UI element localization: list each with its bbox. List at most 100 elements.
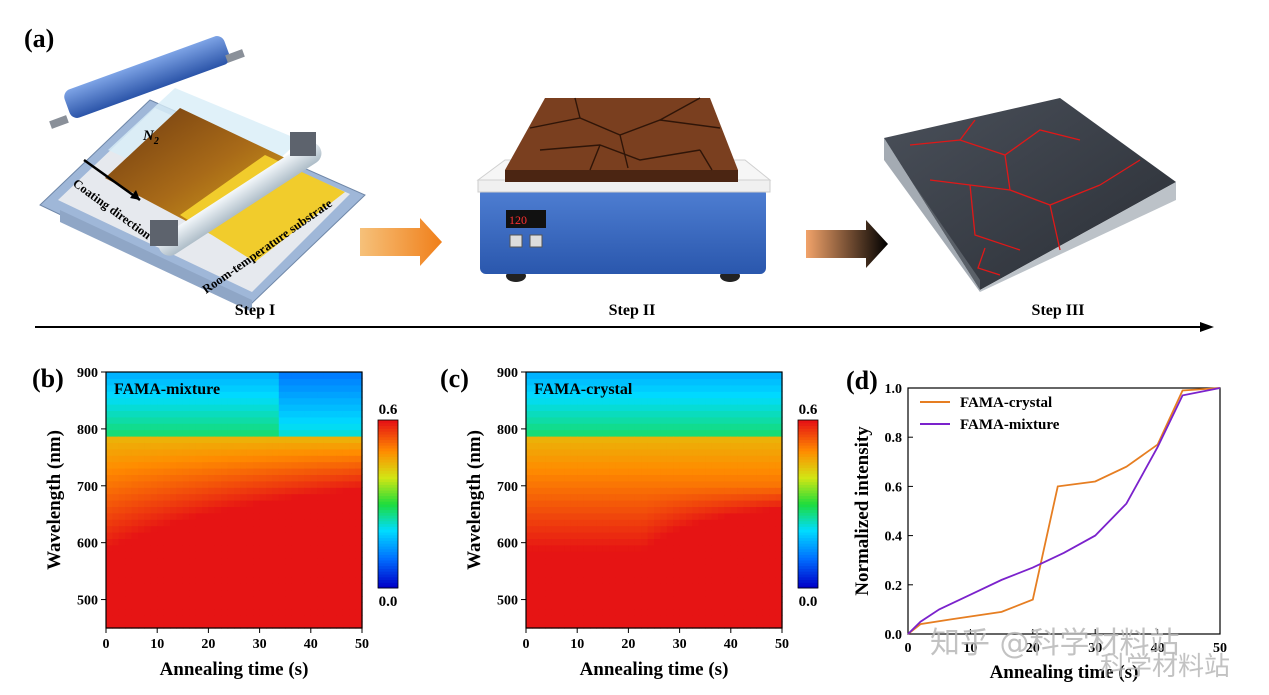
heatmap-cell <box>195 455 203 463</box>
heatmap-cell <box>163 602 171 610</box>
heatmap-cell <box>125 378 133 386</box>
heatmap-cell <box>355 512 363 520</box>
heatmap-cell <box>686 519 693 527</box>
heatmap-cell <box>602 436 610 443</box>
heatmap-cell <box>291 429 299 437</box>
heatmap-cell <box>118 512 126 520</box>
heatmap-cell <box>349 576 357 584</box>
plot-frame <box>105 371 363 629</box>
heatmap-cell <box>698 461 706 469</box>
heatmap-cell <box>138 397 145 405</box>
heatmap-cell <box>538 506 546 514</box>
heatmap-cell <box>118 429 126 437</box>
heatmap-cell <box>583 576 591 584</box>
heatmap-cell <box>298 519 305 527</box>
colorbar-segment <box>378 473 398 477</box>
heatmap-cell <box>743 544 751 552</box>
heatmap-cell <box>150 602 158 610</box>
heatmap-cell <box>756 384 764 392</box>
heatmap-cell <box>259 384 267 392</box>
heatmap-cell <box>647 512 655 520</box>
nitrogen-knife-roller <box>49 36 245 129</box>
heatmap-cell <box>769 391 777 399</box>
heatmap-cell <box>246 602 254 610</box>
heatmap-cell <box>602 404 610 411</box>
heatmap-cell <box>526 448 533 456</box>
colorbar-segment <box>378 548 398 553</box>
heatmap-cell <box>660 512 668 520</box>
heatmap-cell <box>666 455 674 463</box>
heatmap-cell <box>698 493 706 501</box>
heatmap-cell <box>106 397 113 405</box>
colorbar-segment <box>798 450 818 455</box>
heatmap-cell <box>609 404 617 411</box>
heatmap-cell <box>564 480 572 488</box>
heatmap-cell <box>692 378 700 386</box>
heatmap-cell <box>240 372 248 379</box>
heatmap-cell <box>538 589 546 597</box>
heatmap-cell <box>564 570 572 578</box>
heatmap-cell <box>163 461 171 469</box>
x-axis-title: Annealing time (s) <box>990 662 1139 683</box>
heatmap-cell <box>298 436 305 443</box>
heatmap-cell <box>202 500 209 507</box>
heatmap-cell <box>660 397 668 405</box>
heatmap-cell <box>686 436 693 443</box>
heatmap-cell <box>564 410 572 418</box>
panel-c-letter: (c) <box>440 364 469 393</box>
heatmap-cell <box>163 474 171 482</box>
heatmap-cell <box>112 474 120 482</box>
heatmap-cell <box>711 461 719 469</box>
heatmap-cell <box>208 544 216 552</box>
heatmap-cell <box>622 551 629 559</box>
heatmap-cell <box>628 404 636 411</box>
heatmap-cell <box>221 564 229 571</box>
x-tick-label: 0 <box>103 637 110 652</box>
heatmap-cell <box>698 468 706 475</box>
heatmap-cell <box>551 589 559 597</box>
heatmap-cell <box>278 532 286 539</box>
heatmap-cell <box>330 404 337 411</box>
heatmap-cell <box>711 602 719 610</box>
heatmap-cell <box>131 532 139 539</box>
heatmap-cell <box>150 455 158 463</box>
heatmap-cell <box>291 564 299 571</box>
heatmap-cell <box>125 615 133 623</box>
heatmap-cell <box>240 500 248 507</box>
heatmap-cell <box>259 404 267 411</box>
heatmap-cell <box>673 474 681 482</box>
heatmap-cell <box>330 589 337 597</box>
heatmap-cell <box>144 570 152 578</box>
heatmap-cell <box>705 378 713 386</box>
heatmap-cell <box>705 608 713 616</box>
heatmap-cell <box>602 429 610 437</box>
heatmap-cell <box>660 493 668 501</box>
heatmap-cell <box>660 378 668 386</box>
heatmap-cell <box>246 512 254 520</box>
heatmap-cell <box>221 468 229 475</box>
heatmap-cell <box>538 378 546 386</box>
heatmap-cell <box>750 564 757 571</box>
heatmap-cell <box>775 397 783 405</box>
heatmap-cell <box>743 576 751 584</box>
heatmap-cell <box>641 576 649 584</box>
heatmap-cell <box>538 429 546 437</box>
step-arrow-2 <box>806 220 888 268</box>
heatmap-cell <box>730 512 738 520</box>
heatmap-cell <box>349 423 357 431</box>
heatmap-cell <box>564 621 572 629</box>
heatmap-cell <box>762 589 770 597</box>
heatmap-cell <box>564 442 572 450</box>
heatmap-cell <box>330 372 337 379</box>
heatmap-cell <box>698 455 706 463</box>
heatmap-cell <box>526 570 533 578</box>
heatmap-cell <box>609 500 617 507</box>
heatmap-cell <box>125 506 133 514</box>
heatmap-cell <box>259 493 267 501</box>
heatmap-cell <box>596 570 604 578</box>
heatmap-cell <box>532 480 540 488</box>
colorbar-segment <box>798 546 818 550</box>
heatmap-cell <box>756 397 764 405</box>
heatmap-cell <box>285 416 293 424</box>
heatmap-cell <box>686 480 693 488</box>
